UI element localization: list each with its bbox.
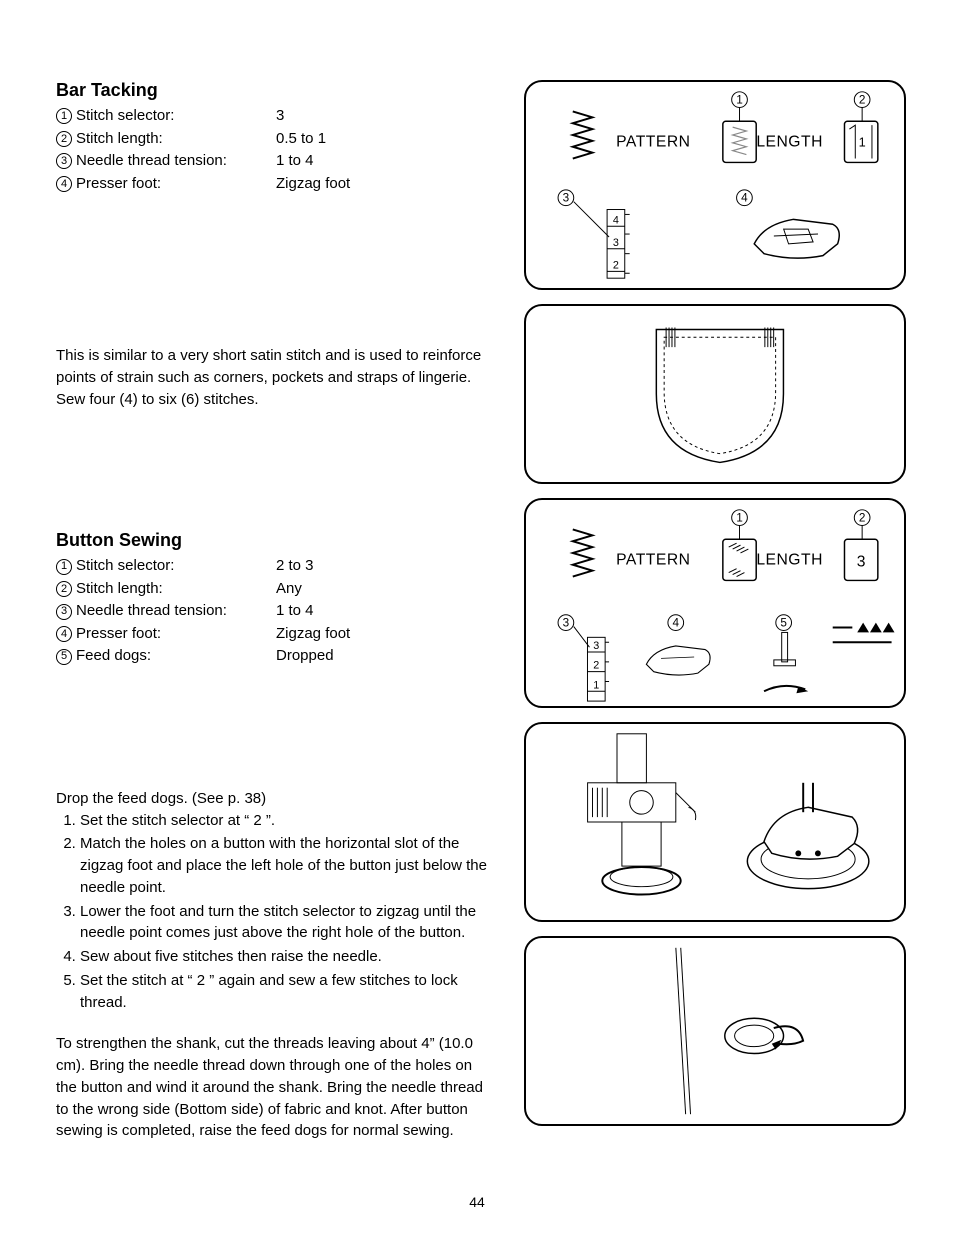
bar-tacking-title: Bar Tacking bbox=[56, 80, 496, 101]
circled-number-icon: 5 bbox=[56, 649, 72, 665]
step-item: Set the stitch selector at “ 2 ”. bbox=[80, 810, 496, 832]
setting-value: 2 to 3 bbox=[276, 555, 314, 578]
feed-dog-lever-icon bbox=[764, 632, 808, 693]
diagram-callout: 3 bbox=[563, 617, 570, 630]
bar-tacking-description-2: Sew four (4) to six (6) stitches. bbox=[56, 389, 496, 411]
setting-label: Stitch selector: bbox=[76, 555, 276, 578]
presser-foot-icon bbox=[754, 219, 839, 258]
circled-number-icon: 2 bbox=[56, 581, 72, 597]
diagram-callout: 3 bbox=[563, 192, 570, 205]
setting-value: Zigzag foot bbox=[276, 173, 350, 196]
left-column: Bar Tacking 1 Stitch selector: 3 2 Stitc… bbox=[56, 80, 496, 1142]
page-number: 44 bbox=[0, 1194, 954, 1210]
svg-text:3: 3 bbox=[613, 237, 619, 249]
button-sewing-settings: 1 Stitch selector: 2 to 3 2 Stitch lengt… bbox=[56, 555, 496, 668]
needle-bar-icon bbox=[588, 734, 696, 895]
pattern-label: PATTERN bbox=[616, 552, 690, 569]
diagram-callout: 4 bbox=[672, 617, 679, 630]
svg-text:2: 2 bbox=[613, 259, 619, 271]
diagram-callout: 4 bbox=[741, 192, 748, 205]
bar-tacking-settings: 1 Stitch selector: 3 2 Stitch length: 0.… bbox=[56, 105, 496, 195]
zigzag-stitch-icon bbox=[573, 111, 593, 158]
svg-text:1: 1 bbox=[593, 679, 599, 691]
right-column: 1 2 PATTERN LENGTH 1 3 bbox=[524, 80, 906, 1142]
bar-tacking-description: This is similar to a very short satin st… bbox=[56, 345, 496, 389]
length-label: LENGTH bbox=[756, 134, 823, 151]
length-display: 3 bbox=[857, 554, 866, 571]
setting-label: Feed dogs: bbox=[76, 645, 276, 668]
setting-label: Stitch length: bbox=[76, 128, 276, 151]
setting-row: 3 Needle thread tension: 1 to 4 bbox=[56, 600, 496, 623]
setting-value: 1 to 4 bbox=[276, 150, 314, 173]
circled-number-icon: 4 bbox=[56, 176, 72, 192]
setting-label: Presser foot: bbox=[76, 173, 276, 196]
diagram-callout: 1 bbox=[736, 94, 743, 107]
setting-label: Needle thread tension: bbox=[76, 150, 276, 173]
button-shank-icon bbox=[725, 1018, 803, 1053]
button-sewing-intro: Drop the feed dogs. (See p. 38) bbox=[56, 788, 496, 810]
setting-label: Stitch selector: bbox=[76, 105, 276, 128]
svg-text:4: 4 bbox=[613, 214, 619, 226]
setting-value: Any bbox=[276, 578, 302, 601]
step-item: Sew about five stitches then raise the n… bbox=[80, 946, 496, 968]
foot-on-button-icon bbox=[747, 783, 869, 889]
svg-text:3: 3 bbox=[593, 640, 599, 652]
step-item: Lower the foot and turn the stitch selec… bbox=[80, 901, 496, 945]
diagram-callout: 2 bbox=[859, 512, 866, 525]
tension-dial-icon: 4 3 2 bbox=[607, 210, 630, 279]
circled-number-icon: 1 bbox=[56, 108, 72, 124]
diagram-bar-tacking-settings: 1 2 PATTERN LENGTH 1 3 bbox=[524, 80, 906, 290]
setting-label: Presser foot: bbox=[76, 623, 276, 646]
setting-value: 1 to 4 bbox=[276, 600, 314, 623]
setting-row: 5 Feed dogs: Dropped bbox=[56, 645, 496, 668]
pocket-icon bbox=[656, 328, 783, 463]
setting-label: Needle thread tension: bbox=[76, 600, 276, 623]
setting-value: Dropped bbox=[276, 645, 334, 668]
setting-value: Zigzag foot bbox=[276, 623, 350, 646]
circled-number-icon: 2 bbox=[56, 131, 72, 147]
setting-row: 4 Presser foot: Zigzag foot bbox=[56, 623, 496, 646]
diagram-thread-shank bbox=[524, 936, 906, 1126]
setting-label: Stitch length: bbox=[76, 578, 276, 601]
setting-row: 1 Stitch selector: 2 to 3 bbox=[56, 555, 496, 578]
diagram-button-placement bbox=[524, 722, 906, 922]
button-sewing-title: Button Sewing bbox=[56, 530, 496, 551]
feed-teeth-icon bbox=[857, 623, 894, 633]
presser-foot-icon bbox=[646, 646, 710, 675]
diagram-callout: 2 bbox=[859, 94, 866, 107]
step-item: Set the stitch at “ 2 ” again and sew a … bbox=[80, 970, 496, 1014]
diagram-button-sewing-settings: 1 2 PATTERN LENGTH 3 3 4 5 bbox=[524, 498, 906, 708]
circled-number-icon: 1 bbox=[56, 559, 72, 575]
tension-dial-icon: 3 2 1 bbox=[587, 637, 609, 701]
circled-number-icon: 3 bbox=[56, 604, 72, 620]
setting-row: 3 Needle thread tension: 1 to 4 bbox=[56, 150, 496, 173]
setting-value: 0.5 to 1 bbox=[276, 128, 326, 151]
page-content: Bar Tacking 1 Stitch selector: 3 2 Stitc… bbox=[56, 80, 906, 1142]
fabric-edge-icon bbox=[676, 948, 691, 1114]
setting-row: 1 Stitch selector: 3 bbox=[56, 105, 496, 128]
svg-text:2: 2 bbox=[593, 660, 599, 672]
diagram-callout: 1 bbox=[736, 512, 743, 525]
setting-value: 3 bbox=[276, 105, 284, 128]
button-sewing-closing: To strengthen the shank, cut the threads… bbox=[56, 1033, 496, 1142]
length-display: 1 bbox=[859, 135, 866, 150]
diagram-callout: 5 bbox=[780, 617, 787, 630]
step-item: Match the holes on a button with the hor… bbox=[80, 833, 496, 898]
length-label: LENGTH bbox=[756, 552, 823, 569]
circled-number-icon: 3 bbox=[56, 153, 72, 169]
pattern-label: PATTERN bbox=[616, 134, 690, 151]
setting-row: 2 Stitch length: Any bbox=[56, 578, 496, 601]
diagram-pocket bbox=[524, 304, 906, 484]
zigzag-stitch-icon bbox=[573, 529, 593, 576]
pattern-box-icon bbox=[723, 121, 756, 162]
setting-row: 4 Presser foot: Zigzag foot bbox=[56, 173, 496, 196]
button-sewing-steps: Set the stitch selector at “ 2 ”. Match … bbox=[56, 810, 496, 1014]
circled-number-icon: 4 bbox=[56, 626, 72, 642]
setting-row: 2 Stitch length: 0.5 to 1 bbox=[56, 128, 496, 151]
